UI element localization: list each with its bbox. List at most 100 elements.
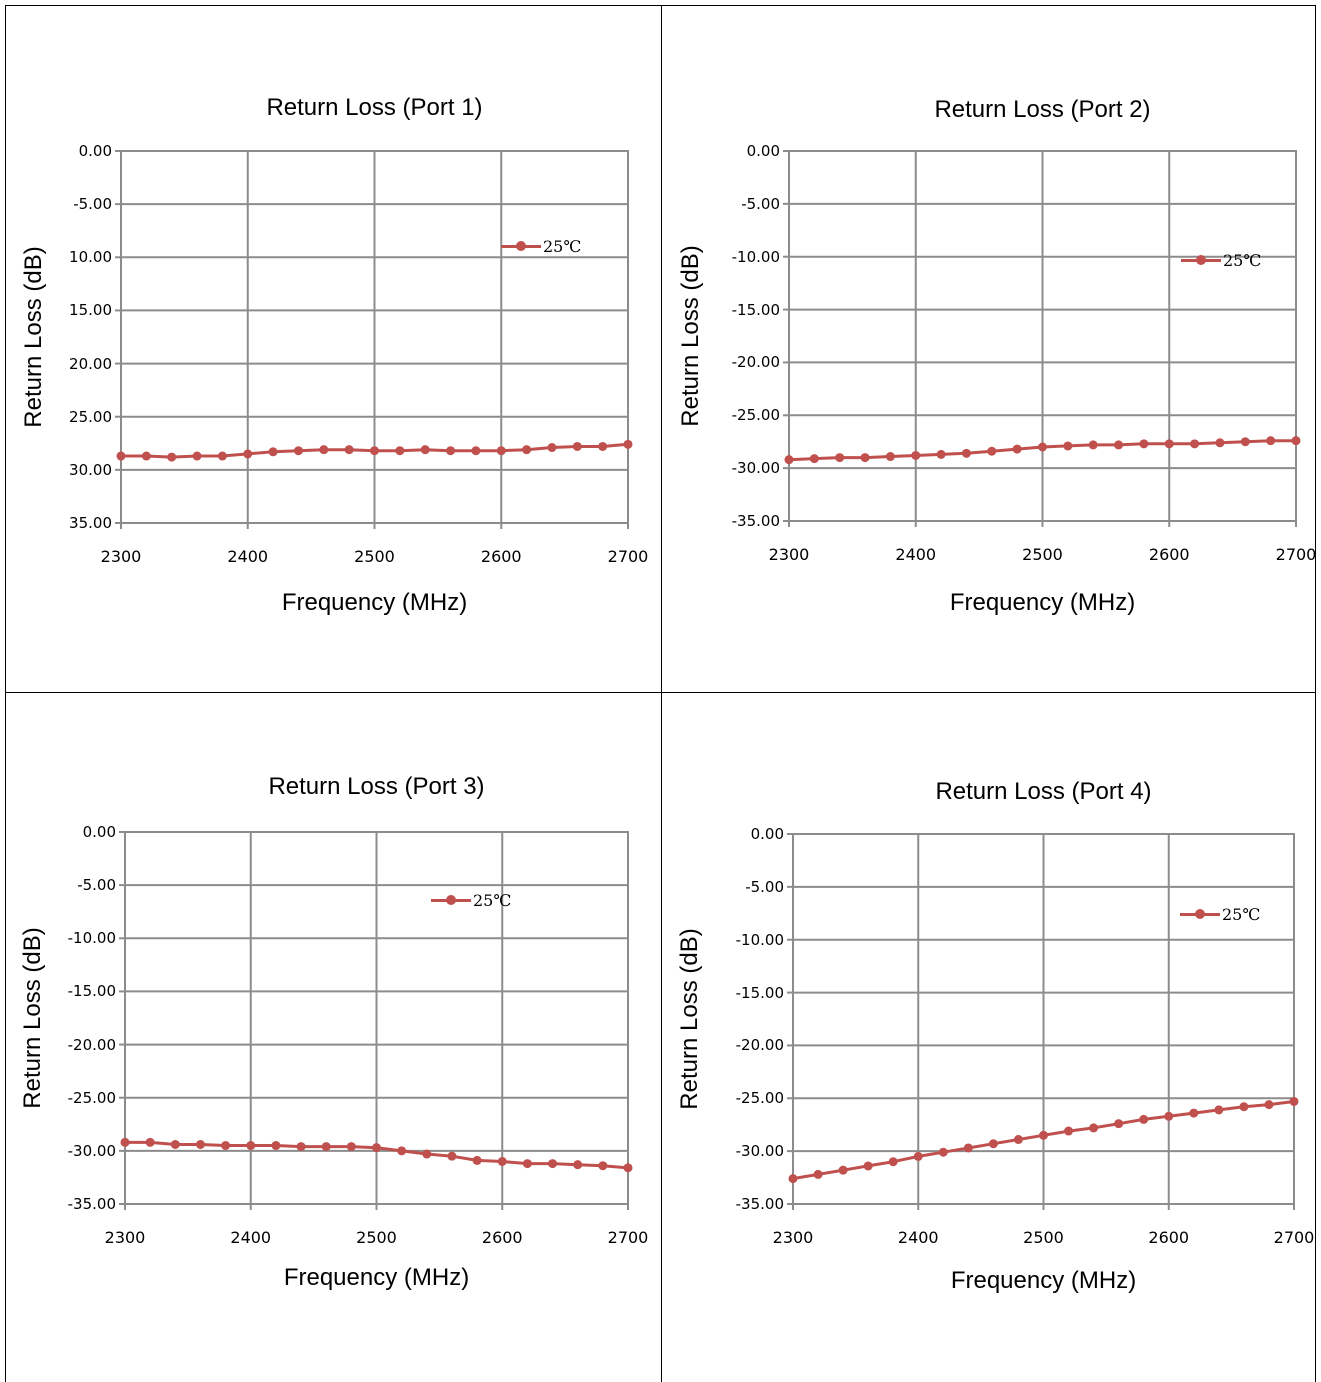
chart-panel-port-1: 25℃ 0.00 -5.00 10.00 15.00 20.00 25.00 30.00 35.… — [6, 6, 661, 692]
data-point — [598, 441, 608, 451]
x-tick-label: 2600 — [481, 1228, 523, 1247]
data-point — [1139, 439, 1149, 449]
y-axis-label: Return Loss (dB) — [20, 246, 47, 428]
data-point — [1239, 1102, 1249, 1112]
y-tick-label: -35.00 — [731, 512, 780, 530]
data-point — [243, 449, 253, 459]
x-axis-label: Frequency (MHz) — [281, 589, 468, 616]
legend-label: 25℃ — [1222, 904, 1261, 924]
y-tick-label: 0.00 — [78, 142, 112, 160]
y-tick-label: -15.00 — [735, 983, 784, 1002]
x-tick-label: 2400 — [227, 547, 269, 566]
data-point — [1139, 1114, 1149, 1124]
x-tick-label: 2300 — [772, 1228, 814, 1247]
data-point — [988, 1139, 998, 1149]
data-point — [1013, 1135, 1023, 1145]
y-tick-label: 35.00 — [69, 514, 112, 532]
legend: 25℃ — [1181, 250, 1261, 270]
data-point — [936, 449, 946, 459]
y-tick-label: 15.00 — [69, 301, 112, 320]
data-point — [522, 445, 532, 455]
x-tick-label: 2500 — [354, 547, 395, 566]
y-tick-label: -30.00 — [735, 1142, 784, 1161]
x-axis-label: Frequency (MHz) — [283, 1264, 470, 1291]
data-point — [573, 1160, 583, 1170]
data-point — [1266, 436, 1276, 446]
x-tick-label: 2400 — [230, 1228, 272, 1247]
data-point — [863, 1161, 873, 1171]
y-axis-label: Return Loss (dB) — [676, 928, 703, 1110]
chart-svg — [115, 150, 633, 529]
data-point — [397, 1146, 407, 1156]
data-point — [141, 451, 151, 461]
data-point — [547, 443, 557, 453]
data-point — [1289, 1096, 1299, 1106]
x-tick-label: 2700 — [607, 1228, 649, 1247]
data-point — [1164, 439, 1174, 449]
data-point — [319, 445, 329, 455]
x-tick-label: 2700 — [1275, 545, 1317, 564]
y-axis-label: Return Loss (dB) — [677, 245, 704, 427]
data-point — [598, 1161, 608, 1171]
y-tick-label: -15.00 — [731, 300, 780, 319]
x-tick-label: 2600 — [1148, 545, 1190, 564]
chart-panel-port-3: 25℃ 0.00 -5.00 -10.00 -15.00 -20.00 -25.00 -30.… — [6, 693, 661, 1379]
y-tick-label: 0.00 — [82, 823, 116, 841]
data-point — [370, 446, 379, 456]
data-point — [422, 1149, 432, 1159]
legend: 25℃ — [1180, 904, 1260, 924]
x-tick-label: 2300 — [100, 547, 142, 566]
y-tick-label: -5.00 — [77, 876, 116, 895]
chart-panel-port-2: 25℃ 0.00 -5.00 -10.00 -15.00 -20.00 -25.00 -30.… — [662, 6, 1317, 692]
data-point — [987, 446, 997, 456]
data-point — [1063, 441, 1073, 451]
y-tick-label: -35.00 — [67, 1195, 116, 1213]
y-axis-label: Return Loss (dB) — [19, 927, 46, 1109]
y-tick-label: -5.00 — [745, 877, 784, 896]
data-point — [447, 1151, 457, 1161]
y-tick-label: -25.00 — [731, 406, 780, 425]
data-point — [835, 453, 845, 463]
table-border-left — [5, 5, 6, 1382]
data-point — [1038, 442, 1047, 452]
data-point — [784, 455, 794, 465]
y-tick-label: -30.00 — [731, 459, 780, 478]
data-point — [1264, 1100, 1274, 1110]
data-point — [572, 441, 582, 451]
table-border-top — [5, 5, 1316, 6]
data-point — [1215, 438, 1225, 448]
data-point — [1291, 436, 1301, 446]
data-point — [496, 446, 506, 456]
data-point — [1039, 1130, 1048, 1140]
data-point — [471, 446, 481, 456]
data-point — [1240, 437, 1250, 447]
y-tick-label: -5.00 — [741, 194, 780, 213]
data-point — [116, 451, 126, 461]
data-point — [145, 1137, 155, 1147]
y-tick-label: -10.00 — [735, 930, 784, 949]
data-point — [395, 446, 405, 456]
data-point — [1064, 1126, 1074, 1136]
chart-title: Return Loss (Port 3) — [268, 773, 485, 800]
y-tick-label: -25.00 — [67, 1088, 116, 1107]
data-point — [913, 1151, 923, 1161]
data-point — [938, 1147, 948, 1157]
data-point — [372, 1143, 381, 1153]
legend-swatch — [431, 890, 471, 910]
data-point — [1088, 440, 1098, 450]
y-tick-label: -10.00 — [731, 247, 780, 266]
x-tick-label: 2300 — [768, 545, 810, 564]
y-tick-label: 25.00 — [69, 407, 112, 426]
data-point — [167, 452, 177, 462]
x-tick-label: 2500 — [1022, 545, 1063, 564]
y-tick-label: 30.00 — [69, 460, 112, 479]
data-point — [1189, 1108, 1199, 1118]
x-tick-label: 2400 — [897, 1228, 939, 1247]
data-point — [268, 447, 278, 457]
data-point — [1114, 1119, 1124, 1129]
y-tick-label: -15.00 — [67, 982, 116, 1001]
data-point — [548, 1159, 558, 1169]
data-point — [1190, 439, 1200, 449]
y-tick-label: -20.00 — [731, 353, 780, 372]
table-border-right — [1315, 5, 1316, 1382]
